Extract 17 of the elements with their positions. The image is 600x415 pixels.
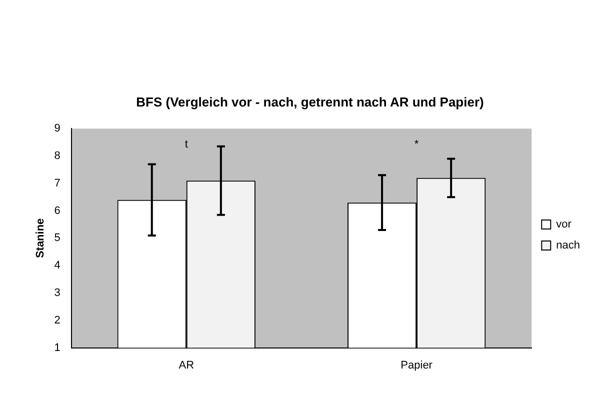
- y-axis-title: Stanine: [34, 218, 47, 258]
- y-tick-label: 5: [54, 232, 60, 244]
- annotation: t: [184, 138, 188, 151]
- x-tick-label: AR: [178, 359, 194, 372]
- y-tick-label: 7: [54, 177, 60, 190]
- y-tick-label: 9: [54, 122, 60, 135]
- y-tick-label: 3: [54, 287, 60, 300]
- y-tick-label: 1: [54, 342, 60, 354]
- y-tick-label: 6: [54, 204, 60, 217]
- annotation: *: [414, 138, 420, 151]
- legend-label: vor: [556, 218, 572, 231]
- y-tick-label: 2: [54, 314, 60, 326]
- y-tick-label: 4: [54, 260, 60, 272]
- chart-title: BFS (Vergleich vor - nach, getrennt nach AR und Papier): [136, 94, 484, 110]
- legend-label: nach: [556, 240, 580, 252]
- x-tick-label: Papier: [400, 359, 433, 372]
- y-tick-label: 8: [54, 150, 60, 162]
